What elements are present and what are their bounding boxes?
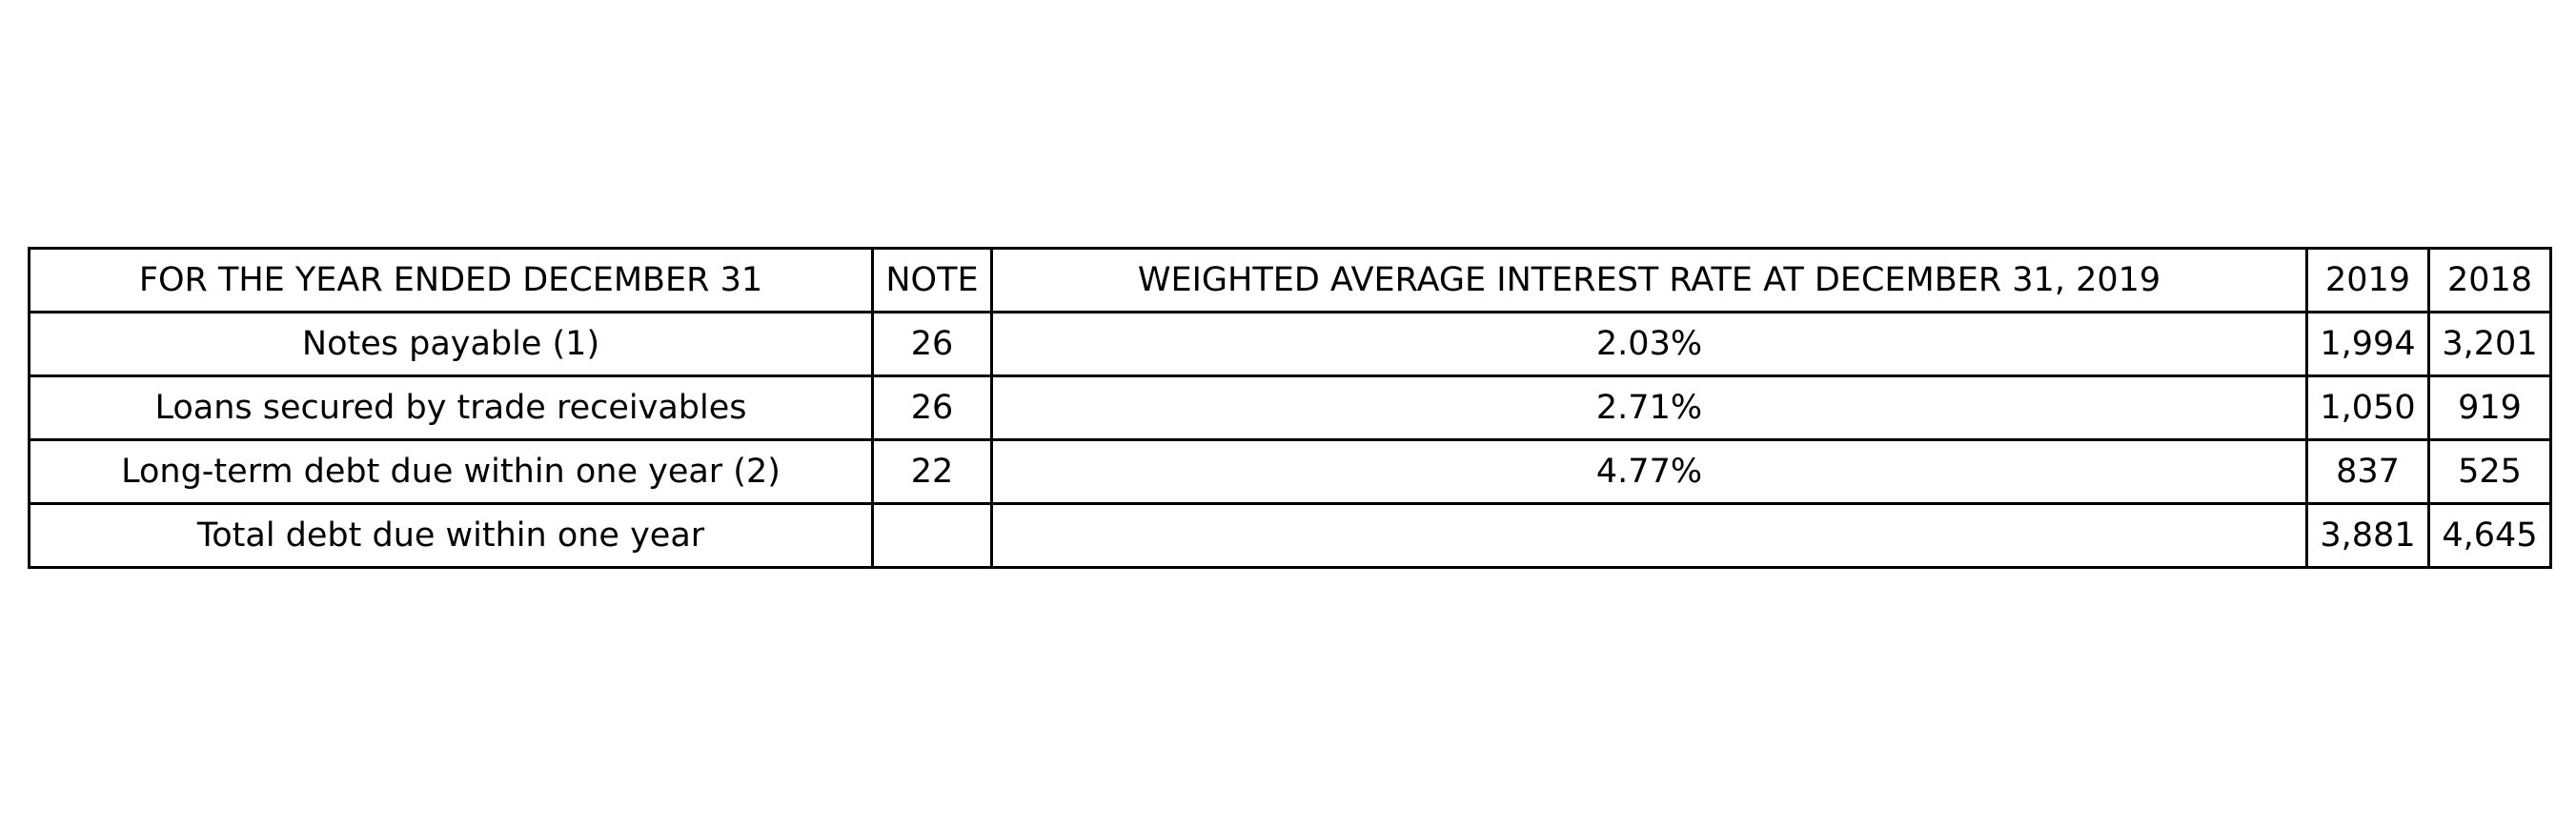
row-value-2019: 1,994	[2305, 311, 2430, 377]
row-value-2019: 1,050	[2305, 374, 2430, 441]
row-rate: 2.71%	[990, 374, 2308, 441]
header-year-2019: 2019	[2305, 247, 2430, 313]
total-label: Total debt due within one year	[28, 502, 874, 569]
row-note: 26	[871, 311, 993, 377]
table-row: Long-term debt due within one year (2) 2…	[28, 438, 2552, 505]
row-value-2018: 525	[2427, 438, 2552, 505]
row-note: 26	[871, 374, 993, 441]
row-rate: 2.03%	[990, 311, 2308, 377]
total-value-2019: 3,881	[2305, 502, 2430, 569]
row-note: 22	[871, 438, 993, 505]
table-row: Notes payable (1) 26 2.03% 1,994 3,201	[28, 311, 2552, 377]
row-value-2019: 837	[2305, 438, 2430, 505]
row-value-2018: 3,201	[2427, 311, 2552, 377]
debt-table: FOR THE YEAR ENDED DECEMBER 31 NOTE WEIG…	[28, 247, 2552, 569]
total-rate	[990, 502, 2308, 569]
row-value-2018: 919	[2427, 374, 2552, 441]
row-label: Loans secured by trade receivables	[28, 374, 874, 441]
total-row: Total debt due within one year 3,881 4,6…	[28, 502, 2552, 569]
total-note	[871, 502, 993, 569]
header-interest-rate: WEIGHTED AVERAGE INTEREST RATE AT DECEMB…	[990, 247, 2308, 313]
header-row: FOR THE YEAR ENDED DECEMBER 31 NOTE WEIG…	[28, 247, 2552, 313]
row-label: Long-term debt due within one year (2)	[28, 438, 874, 505]
row-label: Notes payable (1)	[28, 311, 874, 377]
table-row: Loans secured by trade receivables 26 2.…	[28, 374, 2552, 441]
row-rate: 4.77%	[990, 438, 2308, 505]
header-year-2018: 2018	[2427, 247, 2552, 313]
total-value-2018: 4,645	[2427, 502, 2552, 569]
header-period: FOR THE YEAR ENDED DECEMBER 31	[28, 247, 874, 313]
header-note: NOTE	[871, 247, 993, 313]
